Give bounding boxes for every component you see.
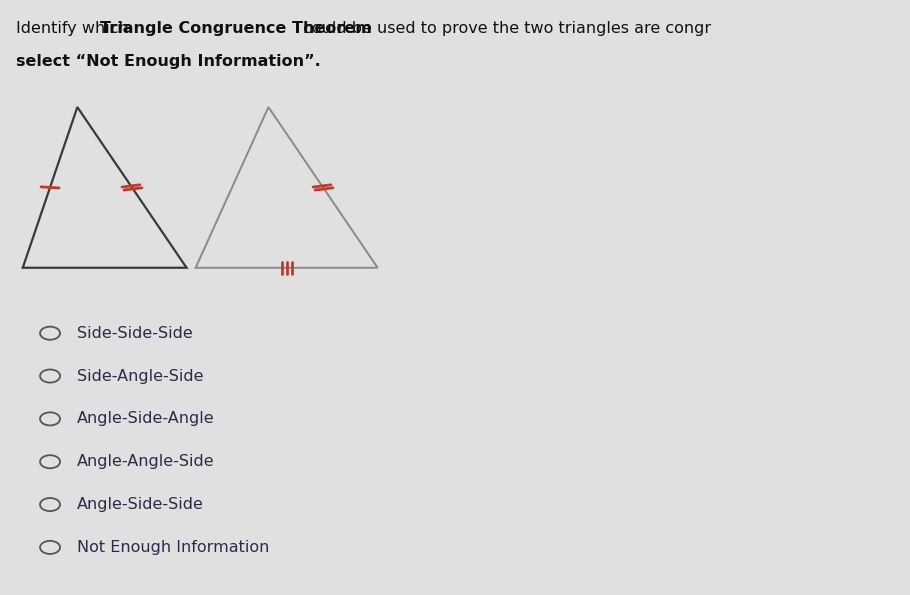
Text: Angle-Angle-Side: Angle-Angle-Side — [77, 454, 215, 469]
Text: could be used to prove the two triangles are congr: could be used to prove the two triangles… — [298, 21, 712, 36]
Text: Not Enough Information: Not Enough Information — [77, 540, 269, 555]
Text: Side-Side-Side: Side-Side-Side — [77, 325, 193, 341]
Text: Side-Angle-Side: Side-Angle-Side — [77, 368, 204, 384]
Text: Angle-Side-Side: Angle-Side-Side — [77, 497, 204, 512]
Text: Identify which: Identify which — [16, 21, 135, 36]
Text: Triangle Congruence Theorem: Triangle Congruence Theorem — [100, 21, 372, 36]
Text: Angle-Side-Angle: Angle-Side-Angle — [77, 411, 215, 427]
Text: select “Not Enough Information”.: select “Not Enough Information”. — [16, 54, 321, 68]
